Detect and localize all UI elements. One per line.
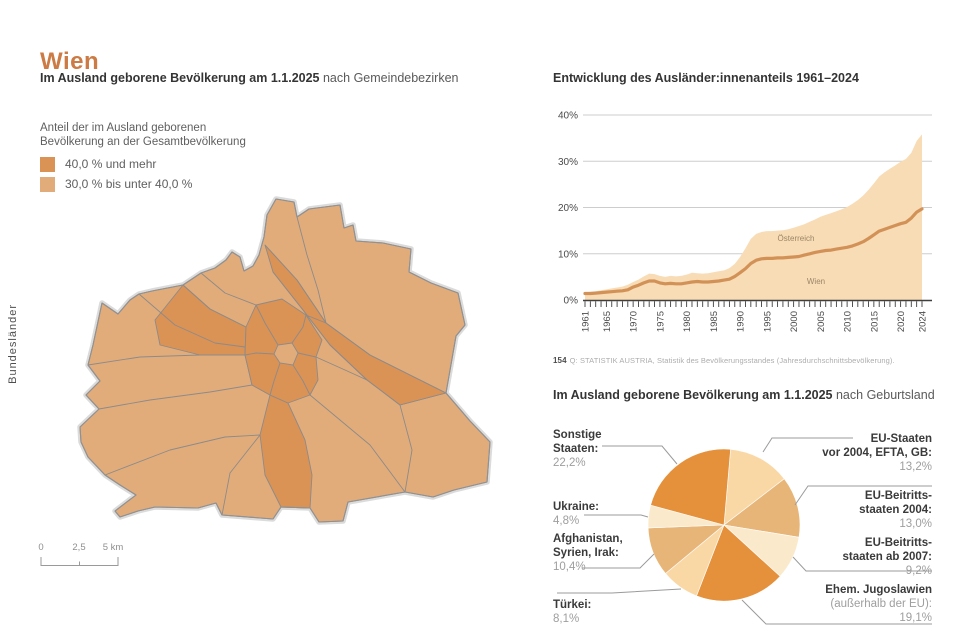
source-footnote: 154 Q: STATISTIK AUSTRIA, Statistik des B… bbox=[553, 356, 895, 365]
pie-callout-0 bbox=[762, 437, 853, 453]
vienna-outline-stroke bbox=[79, 198, 491, 523]
pie-callout-2 bbox=[792, 556, 932, 572]
x-tick-label: 1965 bbox=[602, 311, 613, 332]
oesterreich-line-series bbox=[583, 207, 924, 296]
legend-swatch-light bbox=[40, 176, 55, 192]
x-tick-label: 1985 bbox=[709, 311, 720, 332]
trend-chart-title: Entwicklung des Ausländer:innenanteils 1… bbox=[553, 71, 859, 85]
year-ticks bbox=[584, 301, 923, 307]
x-tick-label: 2020 bbox=[896, 311, 907, 332]
pie-slice-0 bbox=[723, 448, 785, 526]
legend-caption-line1: Anteil der im Ausland geborenen bbox=[40, 122, 207, 134]
map-section-title: Im Ausland geborene Bevölkerung am 1.1.2… bbox=[40, 71, 500, 86]
x-tick-label: 1990 bbox=[736, 311, 747, 332]
pie-callout-1 bbox=[794, 485, 932, 506]
bundeslaender-axis-label: Bundesländer bbox=[7, 304, 19, 384]
district-borders bbox=[87, 216, 447, 516]
x-tick-label: 1970 bbox=[629, 311, 640, 332]
map-legend-caption: Anteil der im Ausland geborenen Bevölker… bbox=[40, 122, 246, 149]
pie-callout-5 bbox=[582, 553, 655, 569]
pie-title-bold: Im Ausland geborene Bevölkerung am 1.1.2… bbox=[553, 388, 833, 402]
footnote-number: 154 bbox=[553, 356, 567, 365]
map-scale-bar bbox=[40, 557, 119, 566]
y-tick-label: 40% bbox=[558, 111, 578, 122]
y-tick-label: 30% bbox=[558, 157, 578, 168]
x-tick-label: 2005 bbox=[816, 311, 827, 332]
pie-section-title: Im Ausland geborene Bevölkerung am 1.1.2… bbox=[553, 388, 953, 403]
y-tick-label: 0% bbox=[564, 296, 579, 307]
scale-label-5km: 5 km bbox=[102, 542, 124, 553]
pie-callout-7 bbox=[602, 445, 678, 465]
pie-slice-7 bbox=[650, 448, 731, 526]
scale-label-2-5: 2,5 bbox=[72, 542, 86, 553]
pie-chart bbox=[557, 437, 932, 625]
x-tick-label: 2015 bbox=[869, 311, 880, 332]
legend-label-30-40: 30,0 % bis unter 40,0 % bbox=[65, 177, 193, 191]
legend-label-40-plus: 40,0 % und mehr bbox=[65, 157, 157, 171]
x-tick-label: 2024 bbox=[918, 311, 929, 332]
page-title: Wien bbox=[40, 48, 100, 76]
pie-slice-1 bbox=[723, 478, 801, 538]
pie-callout-3 bbox=[741, 599, 932, 625]
x-tick-label: 1995 bbox=[762, 311, 773, 332]
legend-swatch-dark bbox=[40, 156, 55, 172]
legend-item-30-40: 30,0 % bis unter 40,0 % bbox=[40, 176, 192, 192]
vienna-district-map bbox=[77, 196, 493, 525]
map-title-regular: nach Gemeindebezirken bbox=[322, 71, 459, 85]
x-tick-label: 2010 bbox=[843, 311, 854, 332]
line-series-label: Österreich bbox=[778, 234, 815, 243]
x-tick-label: 1975 bbox=[655, 311, 666, 332]
trend-chart: 0% 10% 20% 30% 40% 1961 1965 1970 1975 1980 1985 19… bbox=[558, 111, 932, 332]
pie-slice-3 bbox=[696, 524, 781, 602]
legend-item-40-plus: 40,0 % und mehr bbox=[40, 156, 156, 172]
x-tick-label: 1961 bbox=[581, 311, 592, 332]
x-tick-label: 2000 bbox=[789, 311, 800, 332]
legend-caption-line2: Bevölkerung an der Gesamtbevölkerung bbox=[40, 135, 246, 148]
y-tick-label: 20% bbox=[558, 203, 578, 214]
pie-callout-4 bbox=[557, 588, 682, 594]
map-title-bold: Im Ausland geborene Bevölkerung am 1.1.2… bbox=[40, 71, 320, 85]
area-series-label: Wien bbox=[807, 277, 825, 286]
footnote-text: Q: STATISTIK AUSTRIA, Statistik des Bevö… bbox=[569, 356, 895, 365]
x-tick-label: 1980 bbox=[682, 311, 693, 332]
wien-area-series bbox=[585, 134, 922, 300]
districts-40-plus bbox=[154, 244, 447, 509]
scale-label-0: 0 bbox=[38, 542, 44, 553]
pie-title-regular: nach Geburtsland bbox=[835, 388, 935, 402]
pie-callout-6 bbox=[584, 514, 649, 518]
y-tick-label: 10% bbox=[558, 249, 578, 260]
